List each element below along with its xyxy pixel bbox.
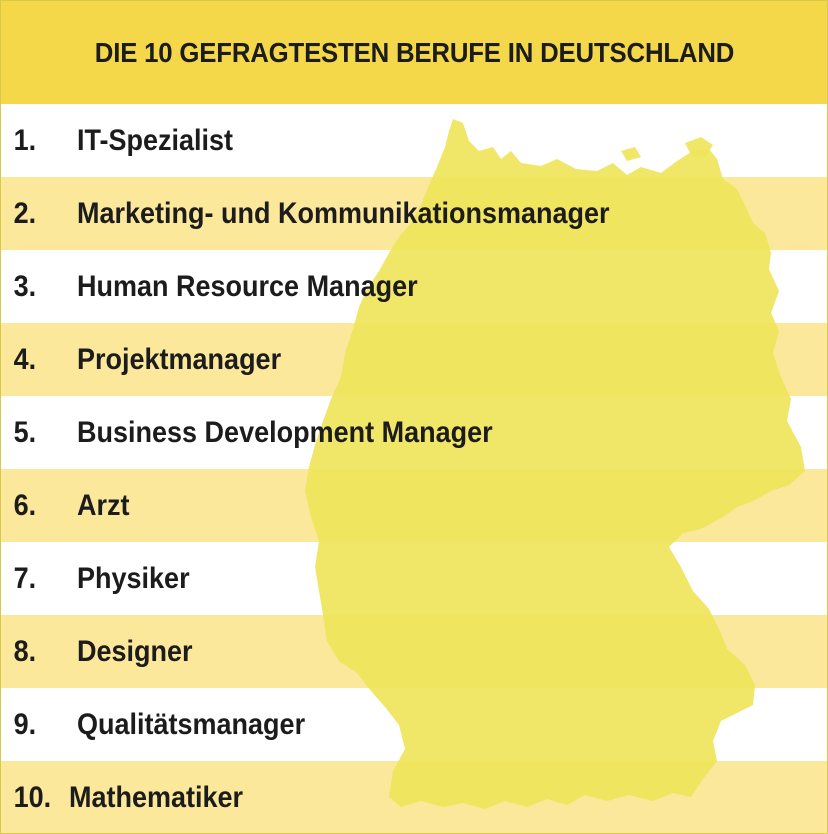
- list-item: 7. Physiker: [1, 542, 827, 615]
- rank-number: 10.: [13, 780, 52, 814]
- rank-number: 6.: [13, 488, 37, 522]
- job-title: Designer: [77, 634, 193, 668]
- list-item: 9. Qualitätsmanager: [1, 688, 827, 761]
- list-item: 2. Marketing- und Kommunikationsmanager: [1, 177, 827, 250]
- rank-number: 2.: [13, 196, 37, 230]
- list-item: 5. Business Development Manager: [1, 396, 827, 469]
- list-item: 6. Arzt: [1, 469, 827, 542]
- job-title: Human Resource Manager: [77, 269, 418, 303]
- rank-number: 8.: [13, 634, 37, 668]
- job-title: Qualitätsmanager: [77, 707, 306, 741]
- list-item: 3. Human Resource Manager: [1, 250, 827, 323]
- job-title: IT-Spezialist: [77, 123, 234, 157]
- list-item: 1. IT-Spezialist: [1, 104, 827, 177]
- ranking-list: 1. IT-Spezialist 2. Marketing- und Kommu…: [1, 104, 827, 833]
- list-item: 4. Projektmanager: [1, 323, 827, 396]
- job-title: Marketing- und Kommunikationsmanager: [77, 196, 610, 230]
- page-title: DIE 10 GEFRAGTESTEN BERUFE IN DEUTSCHLAN…: [94, 36, 734, 68]
- list-item: 10. Mathematiker: [1, 761, 827, 833]
- rank-number: 7.: [13, 561, 37, 595]
- rank-number: 4.: [13, 342, 37, 376]
- job-title: Mathematiker: [69, 780, 244, 814]
- job-title: Physiker: [77, 561, 190, 595]
- list-item: 8. Designer: [1, 615, 827, 688]
- rank-number: 9.: [13, 707, 37, 741]
- job-title: Arzt: [77, 488, 130, 522]
- rank-number: 3.: [13, 269, 37, 303]
- rank-number: 5.: [13, 415, 37, 449]
- job-title: Projektmanager: [77, 342, 282, 376]
- header-bar: DIE 10 GEFRAGTESTEN BERUFE IN DEUTSCHLAN…: [1, 1, 827, 104]
- rank-number: 1.: [13, 123, 37, 157]
- job-title: Business Development Manager: [77, 415, 493, 449]
